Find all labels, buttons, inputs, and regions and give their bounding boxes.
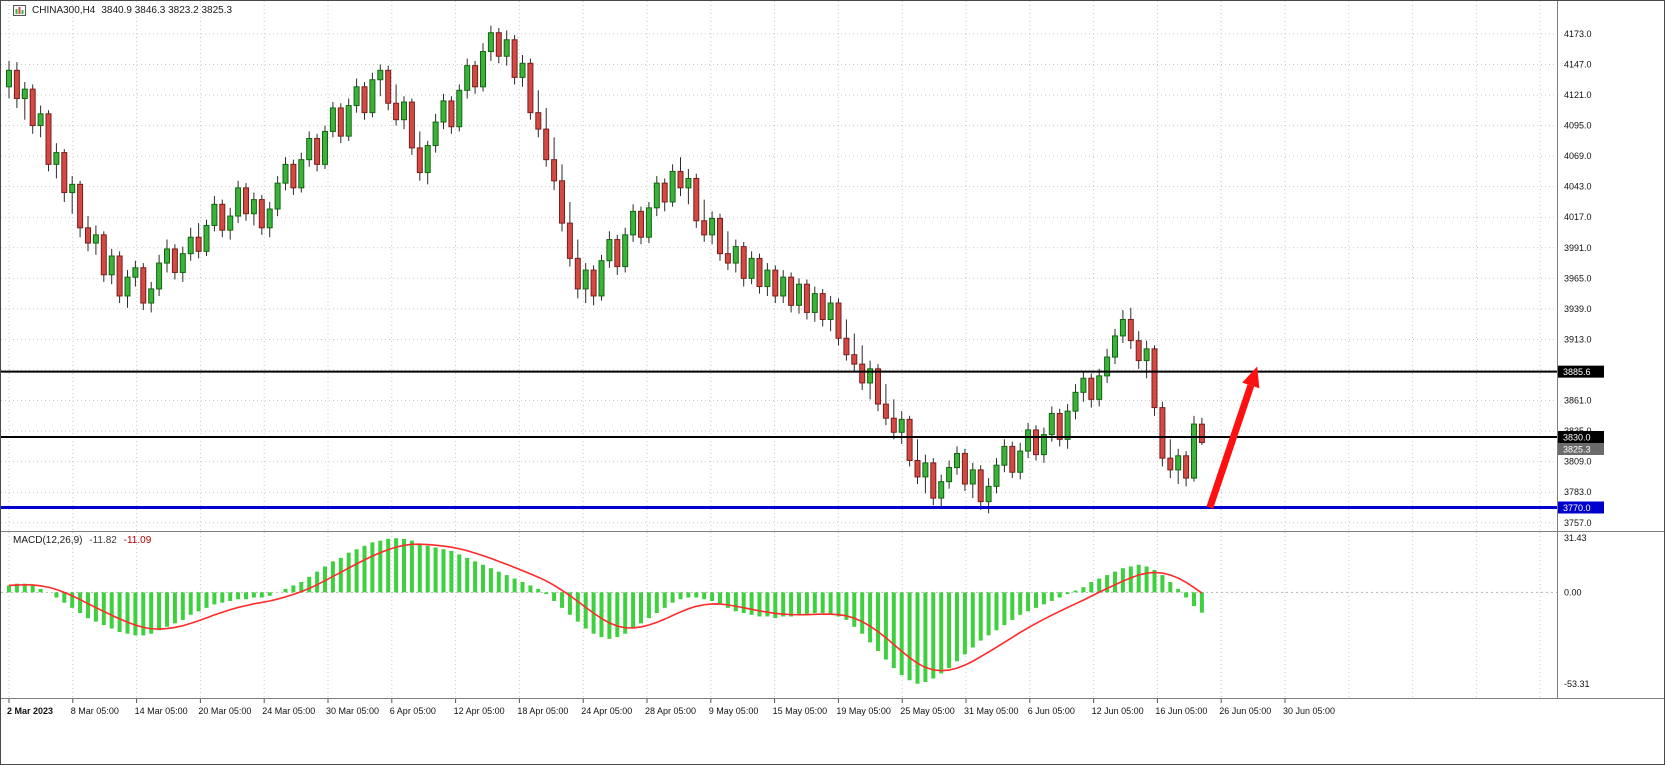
svg-text:26 Jun 05:00: 26 Jun 05:00 <box>1219 706 1271 716</box>
time-axis-divider <box>1 698 1664 699</box>
price-axis[interactable]: 4173.0 4147.0 4121.0 4095.0 4069.0 4043.0 4017… <box>1558 1 1664 531</box>
svg-text:3783.0: 3783.0 <box>1564 487 1592 497</box>
svg-text:4121.0: 4121.0 <box>1564 90 1592 100</box>
svg-text:3913.0: 3913.0 <box>1564 334 1592 344</box>
svg-text:4043.0: 4043.0 <box>1564 182 1592 192</box>
price-axis-svg: 4173.0 4147.0 4121.0 4095.0 4069.0 4043.0 4017… <box>1558 29 1604 528</box>
time-axis[interactable]: 2 Mar 2023 8 Mar 05:00 14 Mar 05:00 20 Mar … <box>1 699 1664 764</box>
main-chart-area[interactable]: CHINA300,H4 3840.9 3846.3 3823.2 3825.3 <box>1 1 1558 531</box>
svg-text:31 May 05:00: 31 May 05:00 <box>964 706 1019 716</box>
svg-text:24 Mar 05:00: 24 Mar 05:00 <box>262 706 315 716</box>
svg-text:-53.31: -53.31 <box>1564 679 1590 689</box>
macd-value: -11.82 <box>89 535 117 546</box>
chart-icon <box>13 5 26 16</box>
svg-text:8 Mar 05:00: 8 Mar 05:00 <box>71 706 119 716</box>
time-axis-svg: 2 Mar 2023 8 Mar 05:00 14 Mar 05:00 20 Mar … <box>7 699 1335 716</box>
svg-text:3861.0: 3861.0 <box>1564 396 1592 406</box>
macd-chart-svg <box>1 532 1557 698</box>
svg-text:16 Jun 05:00: 16 Jun 05:00 <box>1155 706 1207 716</box>
svg-text:3885.6: 3885.6 <box>1563 367 1591 377</box>
macd-indicator-label: MACD(12,26,9) -11.82 -11.09 <box>13 535 151 546</box>
svg-text:6 Apr 05:00: 6 Apr 05:00 <box>390 706 436 716</box>
svg-text:18 Apr 05:00: 18 Apr 05:00 <box>517 706 568 716</box>
svg-text:30 Jun 05:00: 30 Jun 05:00 <box>1283 706 1335 716</box>
svg-text:19 May 05:00: 19 May 05:00 <box>836 706 891 716</box>
svg-text:0.00: 0.00 <box>1564 587 1582 597</box>
svg-text:28 Apr 05:00: 28 Apr 05:00 <box>645 706 696 716</box>
svg-text:4069.0: 4069.0 <box>1564 151 1592 161</box>
svg-text:9 May 05:00: 9 May 05:00 <box>709 706 759 716</box>
svg-text:14 Mar 05:00: 14 Mar 05:00 <box>135 706 188 716</box>
ohlc-values: 3840.9 3846.3 3823.2 3825.3 <box>101 5 233 16</box>
macd-name: MACD(12,26,9) <box>13 535 83 546</box>
panel-divider[interactable] <box>1 531 1664 532</box>
candlestick-chart-svg <box>1 1 1557 531</box>
macd-panel[interactable]: MACD(12,26,9) -11.82 -11.09 <box>1 532 1558 698</box>
svg-text:3991.0: 3991.0 <box>1564 243 1592 253</box>
macd-axis-svg: 31.43 0.00 -53.31 <box>1564 533 1590 689</box>
svg-text:4095.0: 4095.0 <box>1564 121 1592 131</box>
macd-signal-value: -11.09 <box>123 535 152 546</box>
svg-text:3770.0: 3770.0 <box>1563 503 1591 513</box>
svg-text:3809.0: 3809.0 <box>1564 457 1592 467</box>
svg-text:4173.0: 4173.0 <box>1564 29 1592 39</box>
svg-text:25 May 05:00: 25 May 05:00 <box>900 706 955 716</box>
svg-text:12 Jun 05:00: 12 Jun 05:00 <box>1092 706 1144 716</box>
svg-text:3965.0: 3965.0 <box>1564 273 1592 283</box>
svg-text:3830.0: 3830.0 <box>1563 432 1591 442</box>
svg-text:3757.0: 3757.0 <box>1564 518 1592 528</box>
svg-text:12 Apr 05:00: 12 Apr 05:00 <box>454 706 505 716</box>
svg-text:15 May 05:00: 15 May 05:00 <box>773 706 828 716</box>
macd-axis[interactable]: 31.43 0.00 -53.31 <box>1558 532 1664 698</box>
svg-text:3939.0: 3939.0 <box>1564 304 1592 314</box>
symbol-ohlc-label: CHINA300,H4 3840.9 3846.3 3823.2 3825.3 <box>13 5 232 16</box>
symbol-name: CHINA300,H4 <box>32 5 96 16</box>
svg-text:6 Jun 05:00: 6 Jun 05:00 <box>1028 706 1075 716</box>
svg-text:30 Mar 05:00: 30 Mar 05:00 <box>326 706 379 716</box>
svg-text:20 Mar 05:00: 20 Mar 05:00 <box>198 706 251 716</box>
svg-text:2 Mar 2023: 2 Mar 2023 <box>7 706 53 716</box>
svg-text:4147.0: 4147.0 <box>1564 59 1592 69</box>
svg-text:4017.0: 4017.0 <box>1564 212 1592 222</box>
svg-text:3825.3: 3825.3 <box>1563 444 1591 454</box>
svg-text:31.43: 31.43 <box>1564 533 1587 543</box>
svg-text:24 Apr 05:00: 24 Apr 05:00 <box>581 706 632 716</box>
